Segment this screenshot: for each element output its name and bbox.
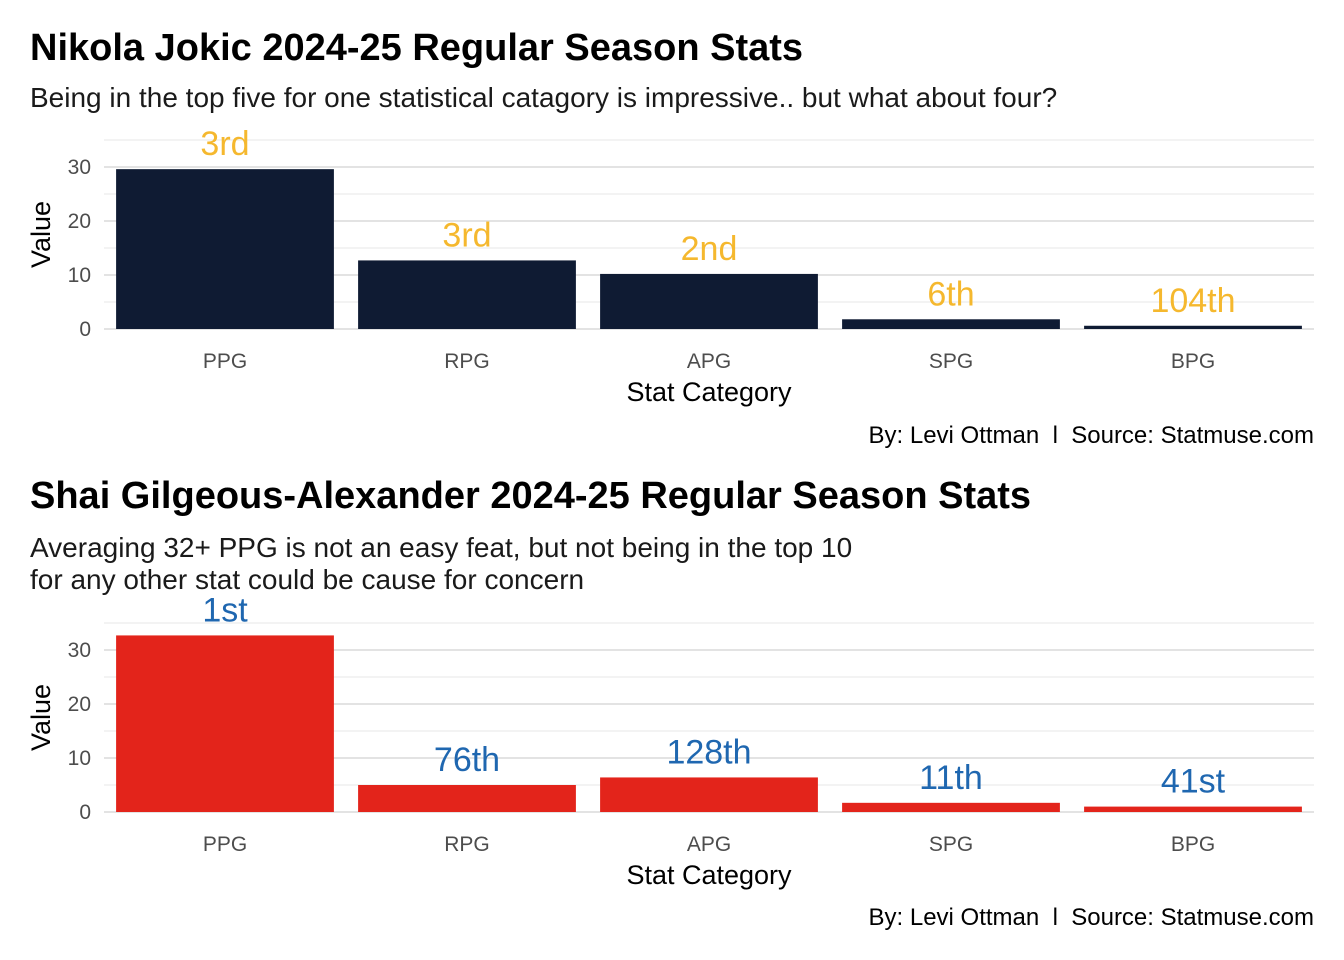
y-axis-title: Value: [26, 201, 56, 268]
x-tick-label: RPG: [444, 833, 490, 856]
y-tick-label: 10: [68, 264, 91, 287]
x-tick-label: BPG: [1171, 350, 1215, 373]
y-tick-label: 30: [68, 639, 91, 662]
bar-label: 11th: [919, 759, 983, 797]
chart-subtitle-line: Averaging 32+ PPG is not an easy feat, b…: [30, 532, 852, 563]
y-tick-label: 0: [79, 318, 91, 341]
x-tick-label: SPG: [929, 833, 973, 856]
x-axis-title: Stat Category: [626, 377, 792, 407]
x-tick-label: PPG: [203, 350, 247, 373]
y-tick-label: 0: [79, 801, 91, 824]
chart-panel-2: Shai Gilgeous-Alexander 2024-25 Regular …: [26, 475, 1314, 931]
bar-apg: [600, 273, 818, 329]
bar-label: 128th: [666, 733, 751, 771]
x-tick-label: PPG: [203, 833, 247, 856]
bar-label: 104th: [1150, 282, 1235, 320]
x-tick-label: APG: [687, 350, 731, 373]
bar-label: 3rd: [442, 216, 491, 254]
bar-spg: [842, 802, 1060, 812]
bar-label: 41st: [1161, 763, 1226, 801]
chart-title: Nikola Jokic 2024-25 Regular Season Stat…: [30, 27, 803, 69]
chart-subtitle-line: Being in the top five for one statistica…: [30, 82, 1057, 113]
bar-rpg: [358, 260, 576, 329]
chart-subtitle-line: for any other stat could be cause for co…: [30, 564, 584, 595]
bar-ppg: [116, 169, 334, 329]
x-tick-label: SPG: [929, 350, 973, 373]
bar-label: 6th: [927, 275, 974, 313]
x-axis-title: Stat Category: [626, 860, 792, 890]
chart-caption: By: Levi Ottman l Source: Statmuse.com: [869, 422, 1315, 449]
bar-label: 1st: [202, 591, 248, 629]
x-tick-label: BPG: [1171, 833, 1215, 856]
y-tick-label: 30: [68, 156, 91, 179]
chart-title: Shai Gilgeous-Alexander 2024-25 Regular …: [30, 475, 1031, 517]
y-tick-label: 10: [68, 747, 91, 770]
bar-spg: [842, 319, 1060, 329]
bar-ppg: [116, 635, 334, 812]
y-axis-title: Value: [26, 684, 56, 751]
bar-label: 2nd: [681, 230, 738, 268]
bar-apg: [600, 777, 818, 812]
x-tick-label: RPG: [444, 350, 490, 373]
bar-rpg: [358, 785, 576, 812]
y-tick-label: 20: [68, 210, 91, 233]
bar-bpg: [1084, 806, 1302, 812]
chart-caption: By: Levi Ottman l Source: Statmuse.com: [869, 904, 1315, 931]
bar-bpg: [1084, 325, 1302, 329]
x-tick-label: APG: [687, 833, 731, 856]
y-tick-label: 20: [68, 693, 91, 716]
bar-label: 3rd: [200, 125, 249, 163]
chart-panel-1: Nikola Jokic 2024-25 Regular Season Stat…: [26, 27, 1314, 449]
bar-label: 76th: [434, 741, 500, 779]
